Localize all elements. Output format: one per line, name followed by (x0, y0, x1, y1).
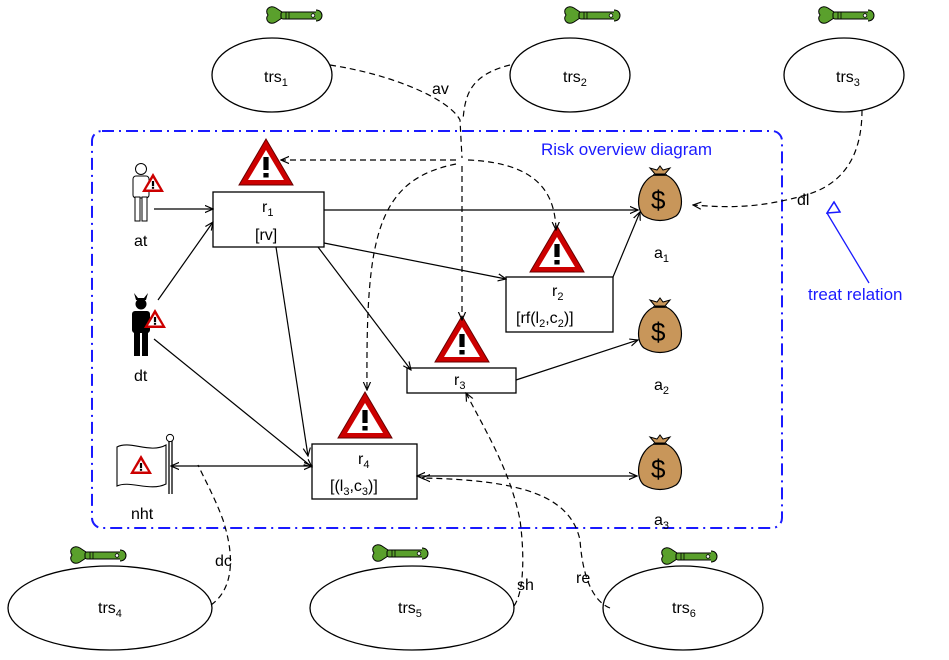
svg-text:trs6: trs6 (672, 600, 696, 620)
warning-icon (434, 315, 490, 363)
non-human-threat-icon (116, 433, 175, 494)
svg-text:a2: a2 (654, 377, 669, 397)
threat-at: at (132, 163, 164, 250)
wrench-icon (818, 6, 875, 24)
wrench-icon (372, 544, 429, 562)
wrench-icon (564, 6, 621, 24)
svg-text:r2: r2 (552, 283, 563, 303)
svg-text:r4: r4 (358, 451, 369, 471)
svg-text:a3: a3 (654, 512, 669, 532)
treatment-trs2: trs2 (509, 6, 631, 113)
treat-relation-annotation: treat relation (808, 213, 903, 304)
svg-text:r3: r3 (454, 372, 465, 392)
risk-r1: r1 [rv] (212, 138, 325, 248)
treatment-trs5: trs5 (309, 544, 515, 651)
asset-a3: $ a3 (637, 434, 683, 532)
svg-text:dt: dt (134, 368, 148, 385)
threat-nht: nht (116, 433, 175, 523)
treatment-trs6: trs6 (602, 547, 764, 651)
svg-text:nht: nht (131, 506, 154, 523)
svg-text:trs5: trs5 (398, 600, 422, 620)
treatment-trs1: trs1 (211, 6, 333, 113)
treat-label-dc: dc (215, 553, 232, 570)
svg-text:$: $ (651, 185, 666, 215)
risk-relations (153, 209, 640, 476)
treat-relations (197, 64, 863, 609)
asset-a2: $ a2 (637, 297, 683, 397)
asset-a1: $ a1 (637, 165, 683, 265)
svg-text:trs1: trs1 (264, 69, 288, 89)
treatment-trs3: trs3 (783, 6, 905, 113)
svg-text:treat relation: treat relation (808, 285, 903, 304)
risk-overview-frame (91, 130, 783, 529)
treat-label-dl: dl (797, 192, 809, 209)
svg-text:trs2: trs2 (563, 69, 587, 89)
svg-text:trs4: trs4 (98, 600, 122, 620)
warning-icon (529, 225, 585, 273)
svg-text:trs3: trs3 (836, 69, 860, 89)
svg-text:[rv]: [rv] (255, 227, 277, 244)
wrench-icon (661, 547, 718, 565)
risk-r4: r4 [(l3,c3)] (311, 391, 418, 500)
threat-dt: dt (132, 293, 166, 385)
svg-text:$: $ (651, 317, 666, 347)
svg-text:a1: a1 (654, 245, 669, 265)
risk-r3: r3 (406, 315, 517, 394)
treat-label-re: re (576, 570, 590, 587)
svg-text:[rf(l2,c2)]: [rf(l2,c2)] (516, 310, 574, 330)
warning-icon (238, 138, 294, 186)
treat-label-av: av (432, 81, 449, 98)
warning-icon (337, 391, 393, 439)
treat-label-sh: sh (517, 577, 534, 594)
frame-title: Risk overview diagram (541, 140, 712, 159)
accidental-human-threat-icon (132, 163, 164, 222)
wrench-icon (266, 6, 323, 24)
risk-r2: r2 [rf(l2,c2)] (505, 225, 614, 333)
svg-text:r1: r1 (262, 199, 273, 219)
svg-text:[(l3,c3)]: [(l3,c3)] (330, 478, 378, 498)
wrench-icon (70, 546, 127, 564)
svg-text:at: at (134, 233, 148, 250)
svg-text:$: $ (651, 454, 666, 484)
treatment-trs4: trs4 (7, 546, 213, 651)
deliberate-human-threat-icon (132, 293, 166, 356)
